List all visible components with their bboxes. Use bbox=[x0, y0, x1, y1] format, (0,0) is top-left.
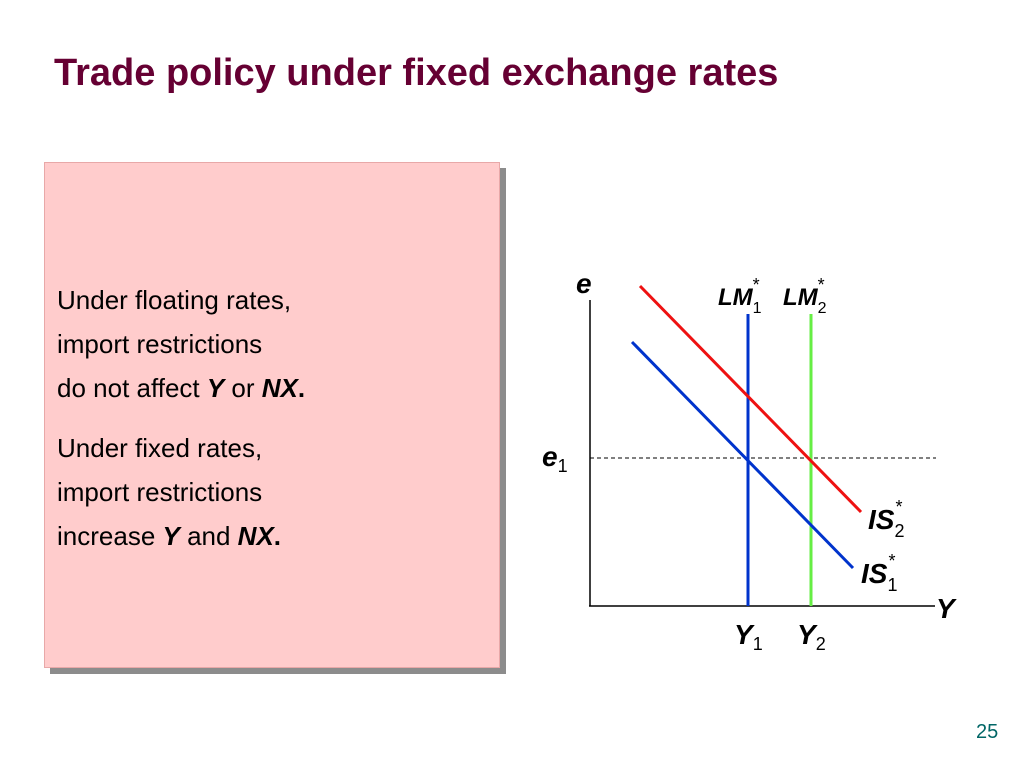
para2-line1: Under fixed rates, bbox=[57, 433, 263, 463]
is1-curve bbox=[630, 340, 855, 570]
para2-line3-prefix: increase bbox=[57, 521, 163, 551]
para1-line3: do not affect Y or NX. bbox=[57, 366, 305, 410]
para2-line2: import restrictions bbox=[57, 477, 263, 507]
para1-line3-end: . bbox=[297, 373, 306, 403]
paragraph-fixed-rates: Under fixed rates, import restrictions i… bbox=[57, 426, 281, 558]
paragraph-floating-rates: Under floating rates, import restriction… bbox=[57, 278, 305, 410]
para2-line3: increase Y and NX. bbox=[57, 514, 281, 558]
e1-label: e1 bbox=[542, 441, 568, 476]
slide-title: Trade policy under fixed exchange rates bbox=[54, 52, 779, 94]
lm2-label: LM2* bbox=[783, 275, 827, 317]
x-axis-label: Y bbox=[936, 593, 957, 624]
is2-label: IS2* bbox=[868, 497, 904, 541]
var-nx: NX bbox=[237, 521, 274, 551]
page-number: 25 bbox=[976, 721, 999, 743]
y1-label: Y1 bbox=[734, 619, 763, 654]
para1-line1: Under floating rates, bbox=[57, 285, 292, 315]
is2-curve bbox=[638, 284, 863, 514]
var-nx: NX bbox=[261, 373, 298, 403]
para2-line3-mid: and bbox=[179, 521, 238, 551]
is1-label: IS1* bbox=[861, 551, 897, 595]
para1-line3-mid: or bbox=[224, 373, 262, 403]
var-y: Y bbox=[206, 373, 225, 403]
para1-line3-prefix: do not affect bbox=[57, 373, 207, 403]
textbox: Under floating rates, import restriction… bbox=[44, 162, 500, 668]
lm1-label: LM1* bbox=[718, 275, 762, 317]
y-axis-label: e bbox=[576, 268, 592, 299]
var-y: Y bbox=[162, 521, 180, 551]
para1-line2: import restrictions bbox=[57, 329, 263, 359]
y2-label: Y2 bbox=[797, 619, 826, 654]
para2-line3-end: . bbox=[273, 521, 282, 551]
